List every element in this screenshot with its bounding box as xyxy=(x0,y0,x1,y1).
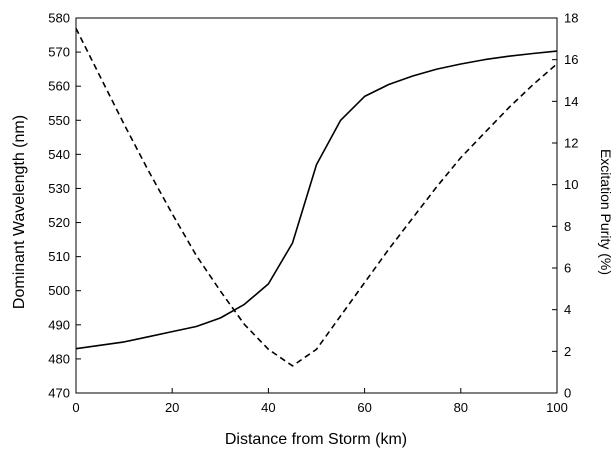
y-left-tick-label: 550 xyxy=(48,113,70,128)
x-tick-label: 100 xyxy=(546,400,568,415)
y-right-tick-label: 10 xyxy=(564,177,578,192)
y-left-tick-label: 580 xyxy=(48,11,70,26)
dominant-wavelength-line xyxy=(75,50,558,350)
y-left-tick-label: 540 xyxy=(48,147,70,162)
y-left-axis-title: Dominant Wavelength (nm) xyxy=(11,115,28,309)
x-axis-title: Distance from Storm (km) xyxy=(225,431,407,448)
y-right-tick-label: 6 xyxy=(564,261,571,276)
y-right-tick-label: 12 xyxy=(564,136,578,151)
y-right-tick-label: 14 xyxy=(564,94,578,109)
y-left-tick-label: 560 xyxy=(48,79,70,94)
y-right-tick-label: 4 xyxy=(564,302,571,317)
y-left-tick-label: 520 xyxy=(48,215,70,230)
axes-layer: 0 20 40 60 80 1004704804905005105205305405505… xyxy=(48,11,578,416)
x-tick-label: 0 xyxy=(72,400,79,415)
x-tick-label: 80 xyxy=(454,400,468,415)
x-tick-label: 60 xyxy=(357,400,371,415)
y-left-tick-label: 510 xyxy=(48,249,70,264)
x-tick-label: 40 xyxy=(261,400,275,415)
y-left-tick-label: 490 xyxy=(48,317,70,332)
y-left-tick-label: 570 xyxy=(48,45,70,60)
y-right-tick-label: 18 xyxy=(564,11,578,26)
y-right-tick-label: 0 xyxy=(564,386,571,401)
y-right-tick-label: 8 xyxy=(564,219,571,234)
marks-layer xyxy=(75,28,558,367)
plot-frame xyxy=(75,17,558,394)
y-right-tick-label: 16 xyxy=(564,52,578,67)
excitation-purity-line xyxy=(75,28,558,367)
y-left-tick-label: 530 xyxy=(48,181,70,196)
y-right-axis-title: Excitation Purity (%) xyxy=(598,149,614,275)
y-right-tick-label: 2 xyxy=(564,344,571,359)
y-left-tick-label: 480 xyxy=(48,351,70,366)
y-left-tick-label: 470 xyxy=(48,386,70,401)
y-left-tick-label: 500 xyxy=(48,283,70,298)
x-tick-label: 20 xyxy=(165,400,179,415)
